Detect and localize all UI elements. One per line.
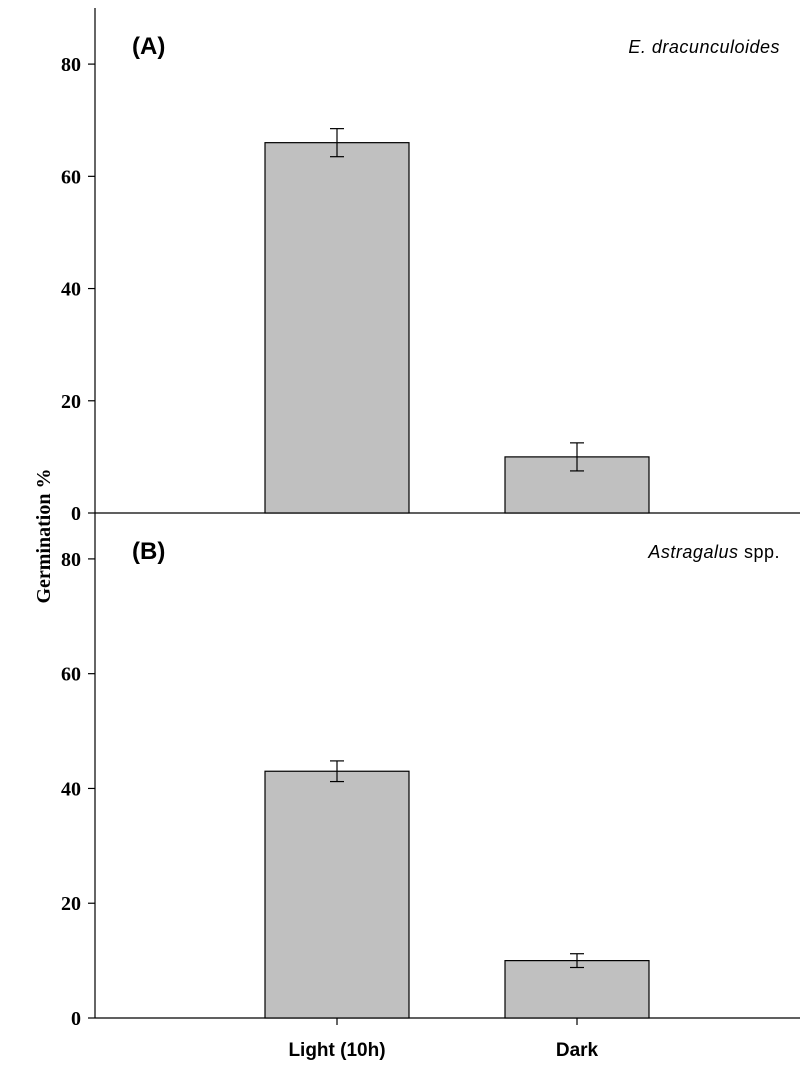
x-category-labels: Light (10h) Dark: [288, 1018, 599, 1061]
panel-b: 0 20 40 60 80 (B) Astragalus spp.: [61, 513, 800, 1030]
x-category-label: Light (10h): [288, 1040, 385, 1061]
y-tick-label: 20: [61, 391, 81, 413]
y-axis-label: Germination %: [33, 469, 55, 604]
y-tick-label: 60: [61, 664, 81, 686]
panel-label: (A): [132, 33, 165, 60]
y-tick-label: 0: [71, 1008, 81, 1030]
bar: [264, 770, 410, 1019]
y-tick-label: 80: [61, 549, 81, 571]
y-tick-label: 60: [61, 166, 81, 188]
species-annotation: Astragalus spp.: [647, 542, 780, 562]
panel-label: (B): [132, 538, 165, 565]
bar: [504, 960, 650, 1019]
panel-a: 0 20 40 60 80 (A) E. dracunculoides: [61, 8, 800, 525]
x-category-label: Dark: [556, 1040, 599, 1061]
y-tick-label: 40: [61, 778, 81, 800]
chart-panels: 0 20 40 60 80 (A) E. dracunculoides 0 20 40 60 80 (B…: [61, 8, 800, 1030]
y-tick-label: 20: [61, 893, 81, 915]
y-tick-label: 80: [61, 54, 81, 76]
species-annotation: E. dracunculoides: [628, 37, 780, 57]
y-tick-label: 40: [61, 279, 81, 301]
bar: [264, 142, 410, 514]
y-tick-label: 0: [71, 503, 81, 525]
